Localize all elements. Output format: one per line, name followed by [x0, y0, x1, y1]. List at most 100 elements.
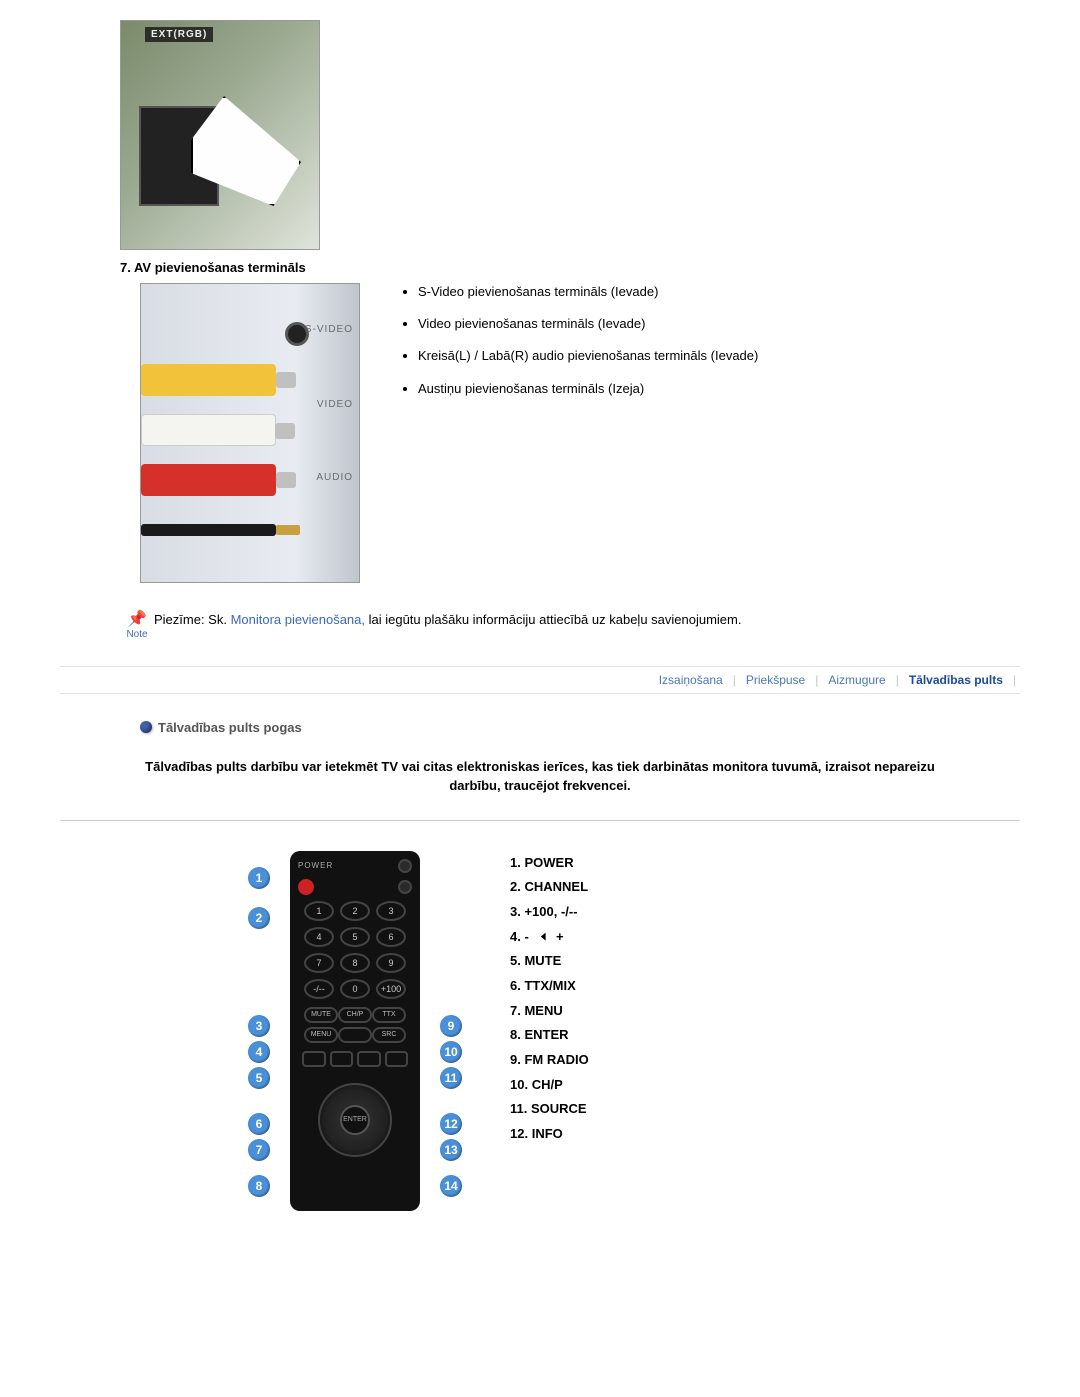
pill-button: CH/P: [338, 1007, 372, 1023]
remote-list-item: CHANNEL: [510, 875, 589, 900]
av-terminal-image: S-VIDEO VIDEO AUDIO: [140, 283, 360, 583]
av-terminal-row: S-VIDEO VIDEO AUDIO S-Video pievienošana…: [60, 283, 1020, 583]
color-button: [357, 1051, 381, 1067]
callout-badge: 4: [248, 1041, 270, 1063]
panel-label-svideo: S-VIDEO: [305, 324, 353, 335]
remote-list-item: TTX/MIX: [510, 974, 589, 999]
section-7-title: 7. AV pievienošanas termināls: [120, 260, 1020, 275]
scart-port-label: EXT(RGB): [145, 27, 213, 42]
remote-list-item: SOURCE: [510, 1097, 589, 1122]
numpad-key: 0: [340, 979, 370, 999]
remote-list-item: POWER: [510, 851, 589, 876]
dpad-icon: ENTER: [318, 1083, 392, 1157]
bullet-icon: [140, 721, 152, 733]
note-icon: 📌 Note: [120, 611, 154, 640]
remote-list-item: MUTE: [510, 949, 589, 974]
av-terminal-list: S-Video pievienošanas termināls (Ievade)…: [400, 283, 758, 583]
note-link[interactable]: Monitora pievienošana,: [231, 612, 365, 627]
numpad-key: 3: [376, 901, 406, 921]
av-bullet: Kreisā(L) / Labā(R) audio pievienošanas …: [418, 347, 758, 365]
pill-button: [338, 1027, 372, 1043]
tab-divider: |: [815, 673, 818, 687]
callout-badge: 5: [248, 1067, 270, 1089]
note-icon-label: Note: [120, 629, 154, 640]
remote-subheading: Tālvadības pults pogas: [140, 720, 1020, 735]
remote-body: POWER 123 456 789 -/-- 0 +100 MUTE CH/P TTX M…: [290, 851, 420, 1211]
numpad: 123 456 789 -/-- 0 +100: [304, 901, 406, 999]
numpad-key: 1: [304, 901, 334, 921]
remote-list-item: +100, -/--: [510, 900, 589, 925]
rca-cable-red: [141, 464, 276, 496]
section-7-heading: AV pievienošanas termināls: [134, 260, 306, 275]
note-row: 📌 Note Piezīme: Sk. Monitora pievienošan…: [120, 611, 1020, 640]
remote-list-item: INFO: [510, 1122, 589, 1147]
panel-label-audio: AUDIO: [316, 472, 353, 483]
remote-warning: Tālvadības pults darbību var ietekmēt TV…: [120, 757, 960, 796]
panel-label-video: VIDEO: [317, 399, 353, 410]
callout-badge: 7: [248, 1139, 270, 1161]
color-button: [385, 1051, 409, 1067]
callout-badge: 6: [248, 1113, 270, 1135]
callout-badge: 2: [248, 907, 270, 929]
note-suffix: lai iegūtu plašāku informāciju attiecībā…: [365, 612, 741, 627]
numpad-key: 4: [304, 927, 334, 947]
numpad-key: 6: [376, 927, 406, 947]
pill-button: MENU: [304, 1027, 338, 1043]
numpad-key: -/--: [304, 979, 334, 999]
nav-tab[interactable]: Aizmugure: [828, 673, 885, 687]
power-label: POWER: [298, 861, 333, 870]
rca-cable-white: [141, 414, 276, 446]
note-text: Piezīme: Sk. Monitora pievienošana, lai …: [154, 611, 741, 630]
pill-button: SRC: [372, 1027, 406, 1043]
tab-divider: |: [1013, 673, 1016, 687]
remote-heading-text: Tālvadības pults pogas: [158, 720, 302, 735]
remote-list-item: - +: [510, 925, 589, 950]
note-prefix: Piezīme: Sk.: [154, 612, 231, 627]
numpad-key: 7: [304, 953, 334, 973]
color-button: [302, 1051, 326, 1067]
numpad-key: +100: [376, 979, 406, 999]
volume-icon: [534, 933, 550, 941]
av-bullet: Video pievienošanas termināls (Ievade): [418, 315, 758, 333]
numpad-key: 8: [340, 953, 370, 973]
numpad-key: 2: [340, 901, 370, 921]
nav-tab[interactable]: Priekšpuse: [746, 673, 805, 687]
remote-list-item: FM RADIO: [510, 1048, 589, 1073]
rca-cable-yellow: [141, 364, 276, 396]
callout-badge: 10: [440, 1041, 462, 1063]
color-button: [330, 1051, 354, 1067]
remote-list-item: MENU: [510, 999, 589, 1024]
callout-badge: 13: [440, 1139, 462, 1161]
callout-badge: 12: [440, 1113, 462, 1135]
numpad-key: 9: [376, 953, 406, 973]
av-bullet: S-Video pievienošanas termināls (Ievade): [418, 283, 758, 301]
remote-button-list: POWERCHANNEL+100, -/--- +MUTETTX/MIXMENU…: [510, 851, 589, 1211]
callout-badge: 8: [248, 1175, 270, 1197]
remote-image: POWER 123456789-/--0+100 MUTE CH/P TTX M…: [240, 851, 470, 1211]
separator: [60, 820, 1020, 821]
headphone-jack: [141, 524, 276, 536]
callout-badge: 11: [440, 1067, 462, 1089]
numpad-key: 5: [340, 927, 370, 947]
av-bullet: Austiņu pievienošanas termināls (Izeja): [418, 380, 758, 398]
callout-badge: 3: [248, 1015, 270, 1037]
pill-button: TTX: [372, 1007, 406, 1023]
nav-tab[interactable]: Tālvadības pults: [909, 673, 1003, 687]
pill-button: MUTE: [304, 1007, 338, 1023]
callout-badge: 9: [440, 1015, 462, 1037]
power-button-icon: [298, 879, 314, 895]
remote-list-item: ENTER: [510, 1023, 589, 1048]
nav-tabs: Izsaiņošana | Priekšpuse | Aizmugure | Tālvadī…: [60, 666, 1020, 694]
scart-connector-image: EXT(RGB): [120, 20, 320, 250]
nav-tab[interactable]: Izsaiņošana: [659, 673, 723, 687]
callout-badge: 14: [440, 1175, 462, 1197]
tab-divider: |: [896, 673, 899, 687]
tab-divider: |: [733, 673, 736, 687]
enter-button-icon: ENTER: [340, 1105, 370, 1135]
section-7-number: 7.: [120, 260, 131, 275]
remote-list-item: CH/P: [510, 1073, 589, 1098]
small-button-icon: [398, 880, 412, 894]
callout-badge: 1: [248, 867, 270, 889]
small-button-icon: [398, 859, 412, 873]
remote-row: POWER 123456789-/--0+100 MUTE CH/P TTX M…: [240, 851, 1020, 1211]
